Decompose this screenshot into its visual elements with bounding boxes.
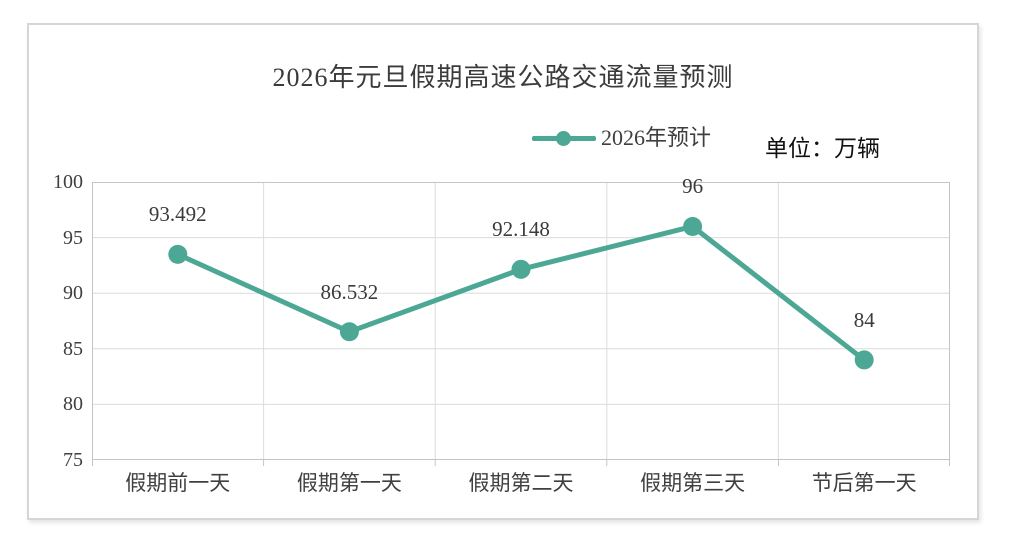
y-tick-label: 80 — [63, 393, 83, 416]
y-tick-label: 85 — [63, 337, 83, 360]
plot-border — [92, 182, 950, 460]
unit-label: 单位：万辆 — [765, 135, 880, 161]
legend-dot-icon — [556, 130, 571, 146]
data-label: 96 — [682, 174, 704, 199]
chart-title: 2026年元旦假期高速公路交通流量预测 — [272, 63, 734, 92]
x-category-label: 假期第三天 — [640, 471, 746, 495]
y-tick-label: 100 — [53, 171, 83, 193]
y-tick-label: 90 — [63, 282, 83, 305]
legend-line-marker-icon — [532, 130, 596, 146]
legend: 2026年预计 — [532, 126, 711, 150]
data-label: 92.148 — [492, 217, 550, 242]
y-tick-label: 95 — [63, 226, 83, 249]
data-label: 93.492 — [148, 202, 207, 227]
x-category-label: 假期第二天 — [468, 471, 574, 495]
x-category-label: 假期第一天 — [296, 471, 402, 495]
y-tick-label: 75 — [63, 449, 83, 471]
data-point-marker — [339, 322, 359, 342]
data-point-marker — [854, 350, 874, 370]
x-category-label: 假期前一天 — [125, 471, 231, 495]
data-point-marker — [168, 244, 188, 264]
chart-card: 2026年元旦假期高速公路交通流量预测 2026年预计 单位：万辆 100 95 9… — [27, 23, 979, 520]
data-point-marker — [683, 216, 703, 236]
data-point-marker — [511, 259, 531, 279]
x-category-label: 节后第一天 — [811, 471, 917, 495]
plot-area — [92, 182, 950, 466]
legend-label: 2026年预计 — [601, 125, 712, 150]
data-label: 84 — [853, 307, 875, 332]
data-label: 86.532 — [320, 279, 379, 304]
